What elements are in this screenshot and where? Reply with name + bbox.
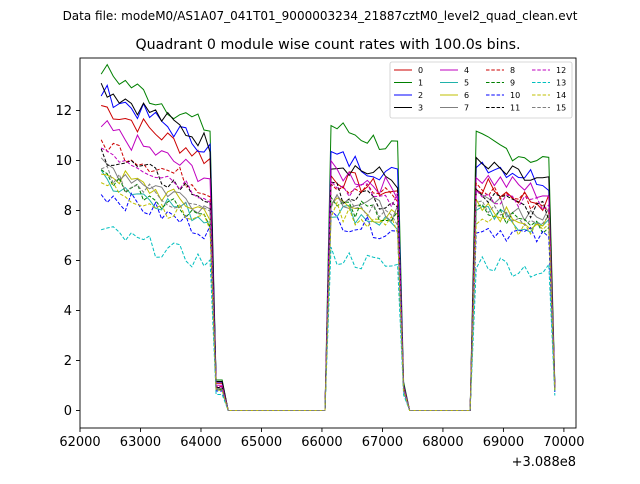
legend-label-0: 0 (418, 66, 423, 75)
y-tick-label: 10 (55, 154, 72, 169)
x-offset-label: +3.088e8 (512, 455, 576, 470)
x-tick-label: 68000 (422, 435, 463, 450)
x-tick-label: 67000 (362, 435, 403, 450)
x-tick-label: 66000 (301, 435, 342, 450)
x-tick-label: 62000 (59, 435, 100, 450)
legend-label-11: 11 (510, 104, 520, 113)
series-line-13 (101, 226, 556, 411)
legend-label-1: 1 (418, 79, 423, 88)
legend-label-2: 2 (418, 91, 423, 100)
legend-label-13: 13 (556, 79, 566, 88)
x-axis: 62000 63000 64000 65000 66000 67000 68000 69000… (59, 428, 585, 450)
series-line-15 (100, 165, 556, 411)
legend-box (389, 61, 573, 119)
series-line-8 (100, 139, 556, 411)
y-tick-label: 12 (55, 104, 72, 119)
legend-label-10: 10 (510, 91, 520, 100)
x-tick-label: 65000 (241, 435, 282, 450)
series-line-12 (100, 147, 556, 411)
legend-label-9: 9 (510, 79, 515, 88)
y-tick-label: 2 (64, 354, 72, 369)
chart-title: Quadrant 0 module wise count rates with … (135, 37, 520, 53)
x-tick-label: 64000 (180, 435, 221, 450)
y-axis: 0 2 4 6 8 10 12 (55, 104, 80, 419)
x-tick-label: 63000 (120, 435, 161, 450)
legend-label-8: 8 (510, 66, 515, 75)
legend-label-12: 12 (556, 66, 566, 75)
x-tick-label: 70000 (543, 435, 584, 450)
legend-label-6: 6 (464, 91, 469, 100)
legend-label-15: 15 (556, 104, 566, 113)
y-tick-label: 6 (64, 254, 72, 269)
y-tick-label: 8 (64, 204, 72, 219)
legend-label-5: 5 (464, 79, 469, 88)
legend-label-14: 14 (556, 91, 566, 100)
legend-label-4: 4 (464, 66, 469, 75)
y-tick-label: 4 (64, 304, 72, 319)
legend-label-7: 7 (464, 104, 469, 113)
plot-frame (79, 57, 577, 429)
chart-suptitle: Data file: modeM0/AS1A07_041T01_90000032… (63, 9, 578, 23)
legend-label-3: 3 (418, 104, 423, 113)
y-tick-label: 0 (64, 404, 72, 419)
series-line-14 (100, 182, 556, 411)
x-tick-label: 69000 (483, 435, 524, 450)
plot-lines (100, 63, 556, 411)
